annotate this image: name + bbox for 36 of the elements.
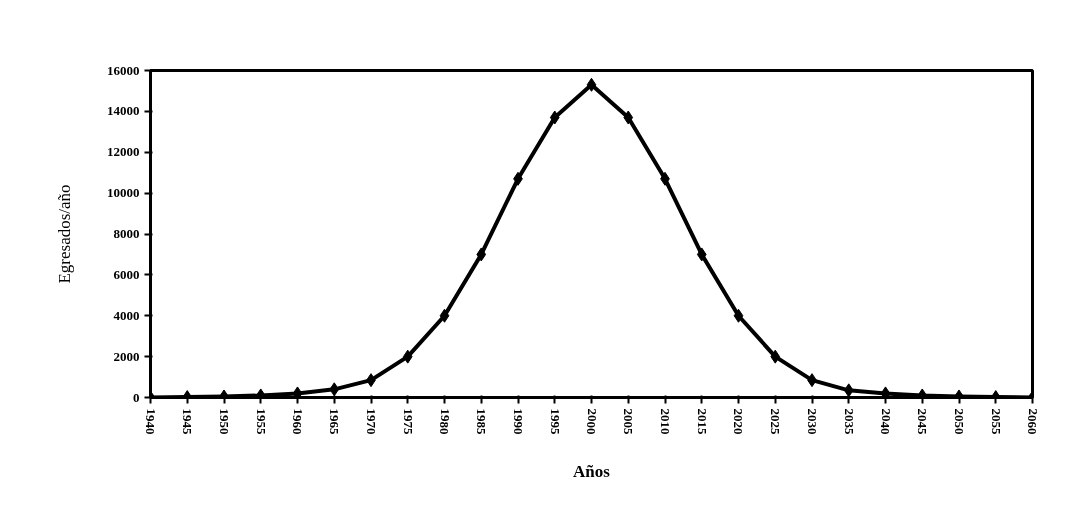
x-tick-label: 2005 — [621, 408, 637, 435]
y-tick-label: 16000 — [107, 62, 140, 78]
y-axis-title: Egresados/año — [55, 184, 74, 284]
x-tick-label: 2020 — [731, 408, 747, 435]
y-tick-label: 6000 — [113, 266, 140, 282]
y-tick-label: 4000 — [113, 307, 140, 323]
y-tick-label: 14000 — [107, 103, 140, 119]
x-tick-label: 2035 — [841, 408, 857, 435]
x-tick-label: 2050 — [952, 408, 967, 435]
x-tick-label: 2025 — [768, 408, 784, 435]
x-tick-label: 1970 — [364, 408, 379, 435]
x-tick-label: 1995 — [547, 408, 563, 435]
x-tick-label: 2015 — [694, 408, 710, 435]
x-tick-label: 2030 — [805, 408, 820, 435]
y-tick-label: 8000 — [113, 226, 140, 241]
x-tick-label: 2000 — [584, 408, 600, 435]
x-tick-label: 1975 — [400, 408, 416, 435]
y-tick-label: 0 — [133, 389, 140, 405]
x-tick-label: 1950 — [217, 408, 232, 435]
x-tick-label: 1945 — [180, 408, 196, 435]
x-tick-label: 1985 — [474, 408, 490, 435]
x-tick-label: 1980 — [437, 408, 453, 435]
x-axis-title: Años — [573, 462, 611, 482]
y-tick-label: 10000 — [107, 185, 140, 201]
y-tick-label: 12000 — [107, 144, 140, 160]
x-tick-label: 2045 — [915, 408, 931, 435]
x-tick-label: 1965 — [327, 408, 343, 435]
y-tick-label: 2000 — [113, 348, 140, 364]
x-tick-label: 1960 — [290, 408, 306, 435]
x-tick-label: 1940 — [143, 408, 159, 435]
x-tick-label: 1955 — [253, 408, 269, 435]
x-tick-label: 2040 — [878, 408, 894, 435]
x-tick-label: 2060 — [1025, 408, 1041, 435]
x-tick-label: 2055 — [988, 408, 1004, 435]
x-tick-label: 1990 — [511, 408, 526, 435]
x-tick-label: 2010 — [658, 408, 673, 435]
